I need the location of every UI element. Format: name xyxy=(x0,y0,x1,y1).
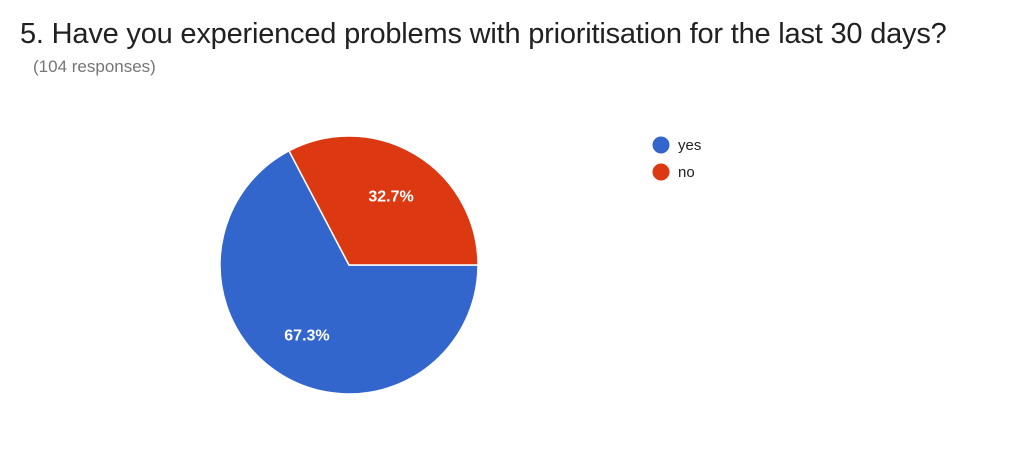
pie-slice-yes[interactable] xyxy=(219,149,479,395)
slice-labels: 67.3% 32.7% xyxy=(284,188,413,344)
legend-item-no[interactable]: no xyxy=(652,163,695,182)
legend-swatch-no xyxy=(652,163,670,181)
pie-slices xyxy=(219,135,479,395)
legend-label-yes: yes xyxy=(678,137,701,154)
pie-slice-no[interactable] xyxy=(287,135,479,266)
legend-swatch-yes xyxy=(652,136,670,154)
response-count: (104 responses) xyxy=(33,57,156,76)
legend-item-yes[interactable]: yes xyxy=(652,136,702,155)
legend: yes no xyxy=(652,136,702,182)
question-title: 5. Have you experienced problems with pr… xyxy=(20,18,947,50)
slice-label-yes: 67.3% xyxy=(284,328,329,345)
slice-label-no: 32.7% xyxy=(368,188,413,205)
legend-label-no: no xyxy=(678,164,695,181)
